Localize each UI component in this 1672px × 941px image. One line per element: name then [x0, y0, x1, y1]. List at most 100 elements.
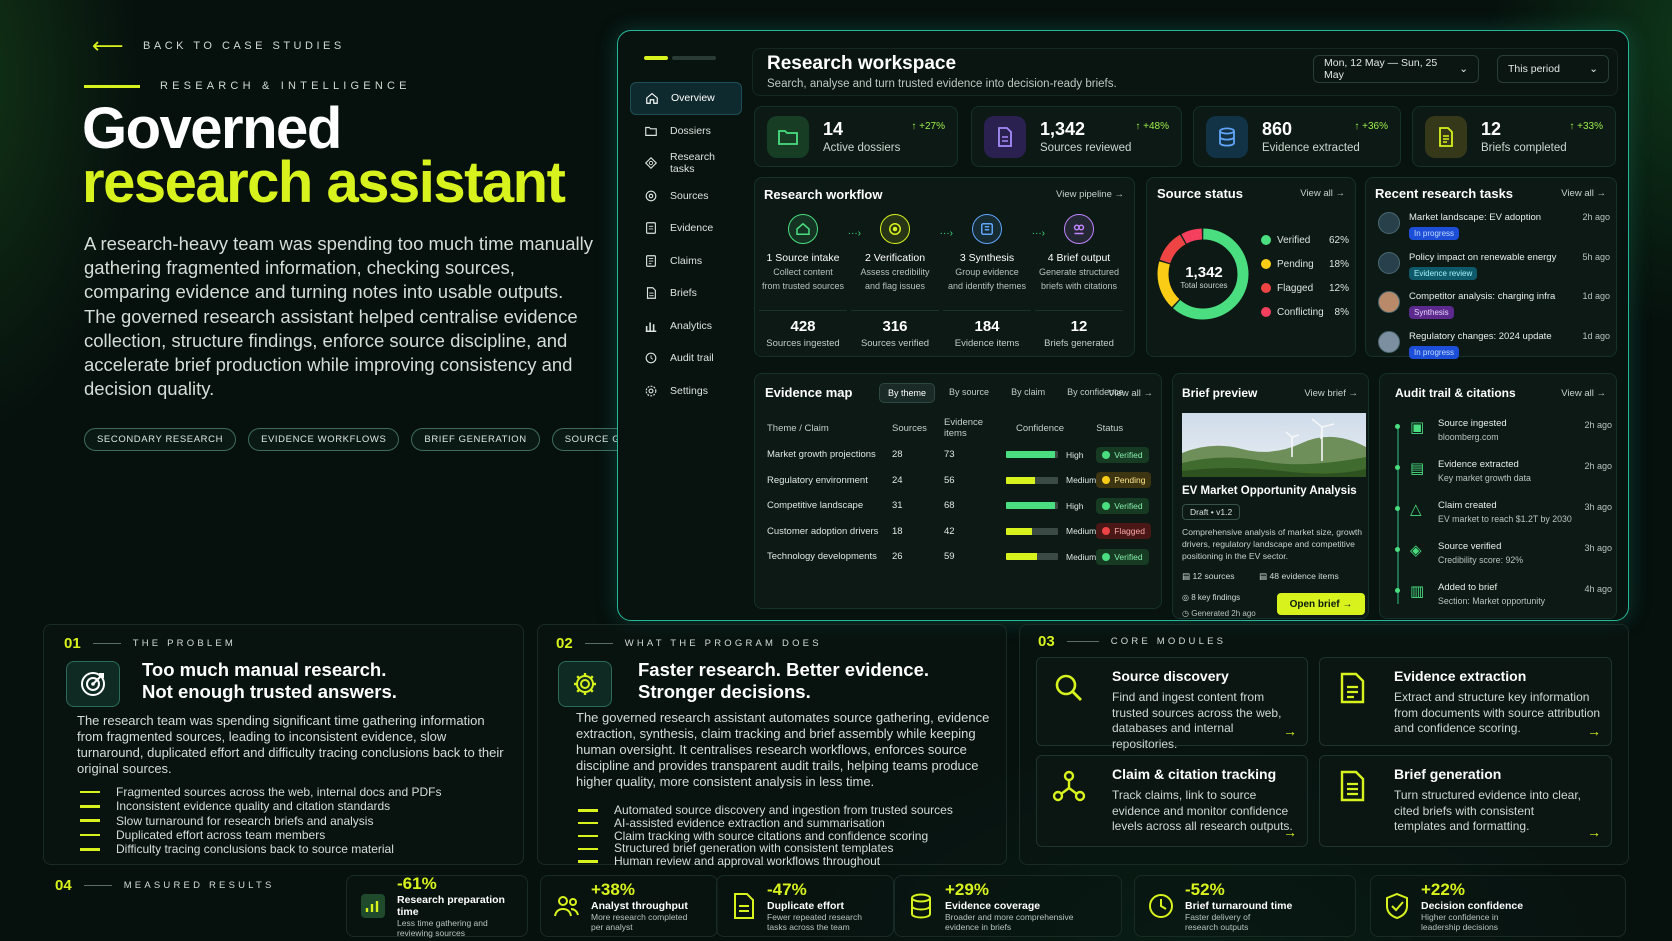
tab-by-confidence[interactable]: By confidence	[1067, 387, 1124, 397]
task-item[interactable]: Regulatory changes: 2024 update In progre…	[1378, 330, 1610, 371]
workflow-step[interactable]: 1 Source intake Collect content from trust…	[759, 214, 861, 350]
view-pipeline-link[interactable]: View pipeline →	[1056, 189, 1124, 200]
sources-icon	[645, 190, 657, 202]
table-row[interactable]: Regulatory environment 24 56 Medium Pendin…	[767, 468, 1157, 494]
sidebar-item-sources[interactable]: Sources	[630, 180, 742, 213]
donut-slice-pending	[1157, 228, 1249, 320]
tag-evidence-workflows[interactable]: EVIDENCE WORKFLOWS	[248, 428, 400, 451]
tab-by-theme[interactable]: By theme	[879, 383, 936, 403]
tab-by-source[interactable]: By source	[949, 387, 990, 397]
module-evidence-extraction[interactable]: Evidence extraction Extract and structure…	[1319, 657, 1612, 746]
task-item[interactable]: Competitor analysis: charging infra Synth…	[1378, 291, 1610, 331]
kpi-briefs-completed[interactable]: 12 Briefs completed ↑ +33%	[1412, 106, 1616, 167]
document-icon	[1340, 672, 1365, 704]
sidebar-item-briefs[interactable]: Briefs	[630, 277, 742, 310]
audit-item[interactable]: △ Claim created EV market to reach $1.2T …	[1390, 500, 1612, 541]
source-status-legend: Verified 62% Pending 18% Flagged 12% Conflicti…	[1261, 228, 1349, 324]
kpi-sources-reviewed[interactable]: 1,342 Sources reviewed ↑ +48%	[971, 106, 1182, 167]
search-icon	[1055, 674, 1082, 701]
legend-item: Flagged 12%	[1261, 276, 1349, 300]
confidence-bar	[1006, 553, 1058, 561]
avatar	[1378, 330, 1400, 353]
module-source-discovery[interactable]: Source discovery Find and ingest content …	[1036, 657, 1308, 751]
arrow-right-icon: ···›	[939, 228, 953, 239]
sidebar-item-research-tasks[interactable]: Research tasks	[630, 147, 742, 180]
tasks-icon	[644, 157, 658, 170]
table-row[interactable]: Market growth projections 28 73 High Verif…	[767, 442, 1157, 468]
legend-item: Conflicting 8%	[1261, 300, 1349, 324]
audit-event-icon: ▣	[1410, 419, 1425, 436]
audit-item[interactable]: ▤ Evidence extracted Key market growth da…	[1390, 459, 1612, 500]
sidebar-item-overview[interactable]: Overview	[630, 82, 742, 115]
network-icon	[1052, 770, 1086, 802]
workflow-step[interactable]: 4 Brief output Generate structured briefs …	[1035, 214, 1123, 350]
status-badge: Verified	[1096, 497, 1149, 514]
audit-item[interactable]: ▣ Source ingested bloomberg.com 2h ago	[1390, 418, 1612, 459]
bullet-item: Fragmented sources across the web, inter…	[80, 785, 510, 799]
back-link[interactable]: ⟵ BACK TO CASE STUDIES	[92, 33, 345, 58]
table-row[interactable]: Competitive landscape 31 68 High Verified	[767, 493, 1157, 519]
sidebar-item-dossiers[interactable]: Dossiers	[630, 115, 742, 148]
audit-icon	[645, 352, 657, 364]
result-item: -52% Brief turnaround time Faster delivery…	[1134, 875, 1356, 937]
sidebar-item-settings[interactable]: Settings	[630, 375, 742, 408]
tab-by-claim[interactable]: By claim	[1011, 387, 1046, 397]
view-all-audit-link[interactable]: View all →	[1561, 388, 1606, 399]
legend-item: Pending 18%	[1261, 252, 1349, 276]
arrow-right-icon: →	[1587, 824, 1601, 840]
open-brief-button[interactable]: Open brief →	[1277, 593, 1365, 615]
task-item[interactable]: Policy impact on renewable energy Evidenc…	[1378, 251, 1610, 292]
chevron-down-icon: ⌄	[1589, 63, 1598, 75]
brief-icon	[1340, 770, 1365, 802]
briefs-icon	[646, 287, 656, 300]
bullet-item: Slow turnaround for research briefs and …	[80, 814, 510, 828]
task-item[interactable]: Market landscape: EV adoption In progress…	[1378, 212, 1610, 252]
status-badge: Verified	[1096, 446, 1149, 463]
audit-item[interactable]: ◈ Source verified Credibility score: 92% 3…	[1390, 541, 1612, 582]
document-icon: ▤	[1259, 571, 1268, 581]
bullet-item: Inconsistent evidence quality and citati…	[80, 799, 510, 813]
audit-item[interactable]: ▥ Added to brief Section: Market opportun…	[1390, 582, 1612, 623]
users-icon	[554, 896, 579, 917]
view-brief-link[interactable]: View brief →	[1304, 388, 1358, 399]
workflow-step[interactable]: 3 Synthesis Group evidence and identify th…	[943, 214, 1045, 350]
verification-icon	[880, 214, 910, 244]
folder-icon	[645, 126, 657, 136]
modules-card: 03 CORE MODULES Source discovery Find and …	[1019, 624, 1629, 865]
view-all-link[interactable]: View all →	[1300, 188, 1345, 199]
arrow-right-icon: →	[1283, 824, 1297, 840]
sidebar-item-claims[interactable]: Claims	[630, 245, 742, 278]
kpi-evidence-extracted[interactable]: 860 Evidence extracted ↑ +36%	[1193, 106, 1401, 167]
status-badge: Synthesis	[1409, 306, 1454, 319]
sidebar-item-evidence[interactable]: Evidence	[630, 212, 742, 245]
kpi-delta: ↑ +36%	[1354, 121, 1388, 132]
clock-icon	[1149, 894, 1173, 918]
brief-description: Comprehensive analysis of market size, g…	[1182, 527, 1363, 561]
program-bullets: Automated source discovery and ingestion…	[578, 804, 998, 868]
tag-secondary-research[interactable]: SECONDARY RESEARCH	[84, 428, 237, 451]
sidebar-item-audit-trail[interactable]: Audit trail	[630, 342, 742, 375]
bar-chart-icon	[361, 894, 385, 918]
date-range-select[interactable]: Mon, 12 May — Sun, 25 May ⌄	[1313, 55, 1479, 83]
table-row[interactable]: Technology developments 26 59 Medium Verif…	[767, 544, 1157, 570]
table-row[interactable]: Customer adoption drivers 18 42 Medium Fla…	[767, 519, 1157, 545]
module-claim-citation-tracking[interactable]: Claim & citation tracking Track claims, l…	[1036, 755, 1308, 847]
result-item: +22% Decision confidence Higher confidence…	[1370, 875, 1626, 937]
workflow-step[interactable]: 2 Verification Assess credibility and flag…	[851, 214, 953, 350]
recent-tasks-panel: Recent research tasks View all → Market …	[1365, 177, 1617, 359]
bullet-item: Structured brief generation with consist…	[578, 842, 998, 855]
problem-text: The research team was spending significa…	[77, 713, 504, 776]
view-all-tasks-link[interactable]: View all →	[1561, 188, 1606, 199]
kpi-active-dossiers[interactable]: 14 Active dossiers ↑ +27%	[754, 106, 958, 167]
audit-event-icon: ▤	[1410, 460, 1425, 477]
program-text: The governed research assistant automate…	[576, 710, 990, 789]
tag-brief-generation[interactable]: BRIEF GENERATION	[411, 428, 540, 451]
module-brief-generation[interactable]: Brief generation Turn structured evidence…	[1319, 755, 1612, 847]
sidebar-item-analytics[interactable]: Analytics	[630, 310, 742, 343]
audit-event-icon: ▥	[1410, 583, 1425, 600]
view-all-evidence-link[interactable]: View all →	[1108, 388, 1153, 399]
source-intake-icon	[788, 214, 818, 244]
brief-preview-panel: Brief preview View brief → EV Market Opp…	[1172, 373, 1369, 619]
source-status-donut	[1157, 228, 1249, 320]
period-select[interactable]: This period ⌄	[1497, 55, 1609, 83]
